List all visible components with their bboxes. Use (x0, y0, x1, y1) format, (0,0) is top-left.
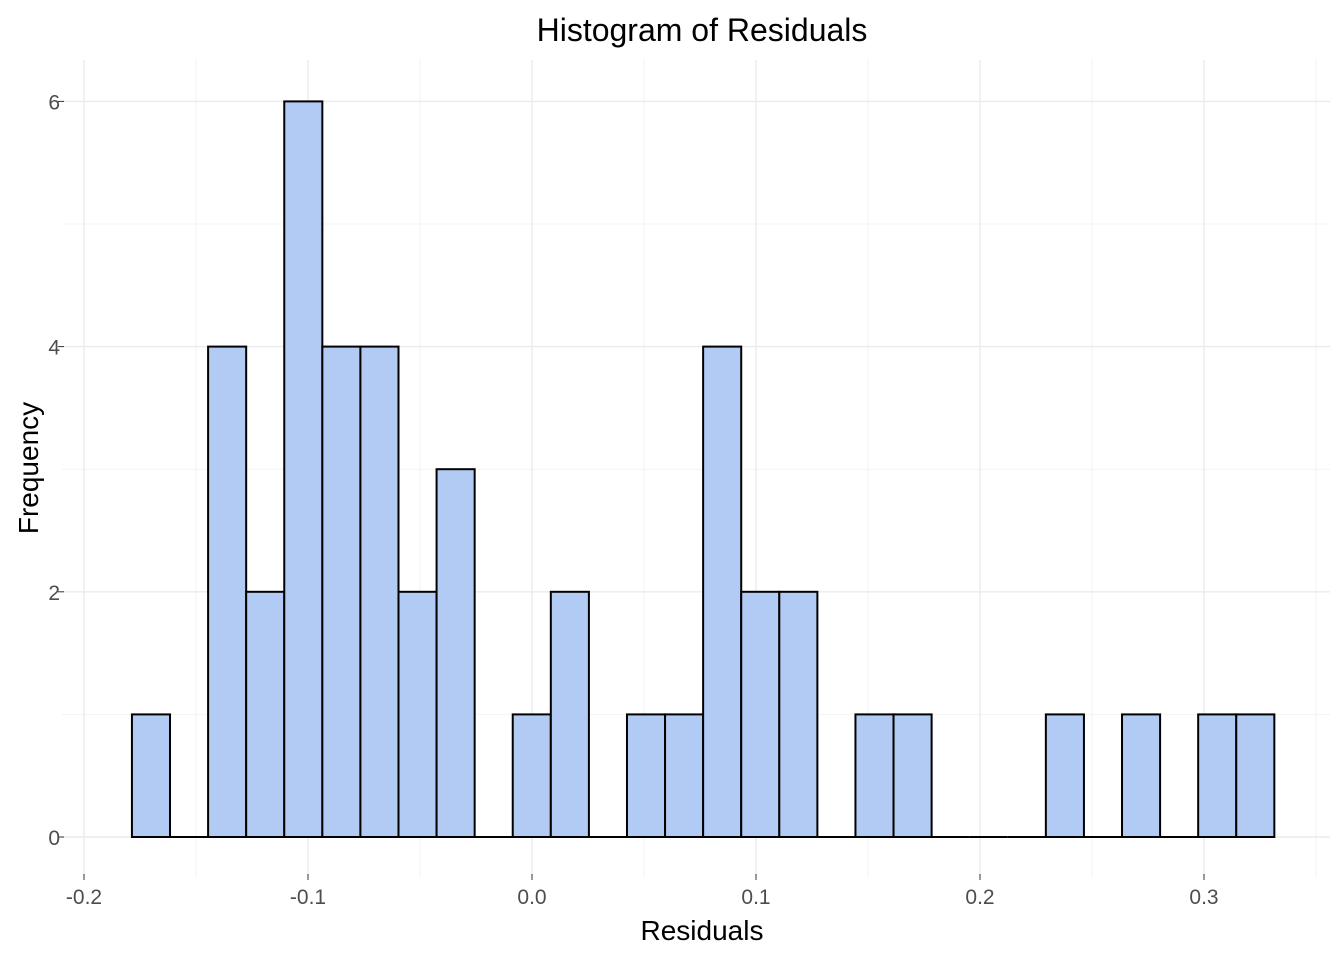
histogram-bar (892, 713, 933, 839)
ticks-layer: -0.2 -0.1 0.0 0.1 0.2 0.3 0 2 4 6 (48, 91, 1218, 909)
x-tick-label: -0.1 (290, 886, 326, 909)
histogram-bar (1121, 713, 1162, 839)
histogram-bar (359, 345, 400, 838)
histogram-bar (778, 590, 819, 838)
histogram-bar (549, 590, 590, 838)
histogram-bar (245, 590, 286, 838)
y-tick-label: 4 (48, 337, 60, 360)
histogram-bar (664, 713, 705, 839)
histogram-bar (207, 345, 248, 838)
x-tick-label: -0.2 (66, 886, 102, 909)
histogram-bar (283, 100, 324, 838)
y-axis-title: Frequency (13, 402, 44, 534)
histogram-bar (625, 713, 667, 839)
y-tick-label: 2 (48, 582, 60, 605)
x-tick-label: 0.3 (1189, 886, 1218, 909)
x-tick-label: 0.0 (517, 886, 546, 909)
histogram-bar (321, 345, 362, 838)
y-tick-label: 0 (48, 827, 60, 850)
histogram-bar (511, 713, 552, 839)
y-tick-label: 6 (48, 91, 60, 114)
histogram-bar (740, 590, 781, 838)
histogram-bar (702, 345, 743, 838)
x-axis-title: Residuals (641, 915, 764, 946)
histogram-bar (435, 468, 476, 838)
bars-layer (130, 100, 1276, 839)
histogram-bar (397, 590, 438, 838)
x-tick-label: 0.1 (741, 886, 770, 909)
chart-title: Histogram of Residuals (537, 12, 868, 48)
histogram-bar (854, 713, 895, 839)
histogram-bar (1044, 713, 1085, 839)
x-tick-label: 0.2 (965, 886, 994, 909)
histogram-bar (1235, 713, 1276, 839)
histogram-bar (130, 713, 172, 839)
histogram-bar (1197, 713, 1238, 839)
